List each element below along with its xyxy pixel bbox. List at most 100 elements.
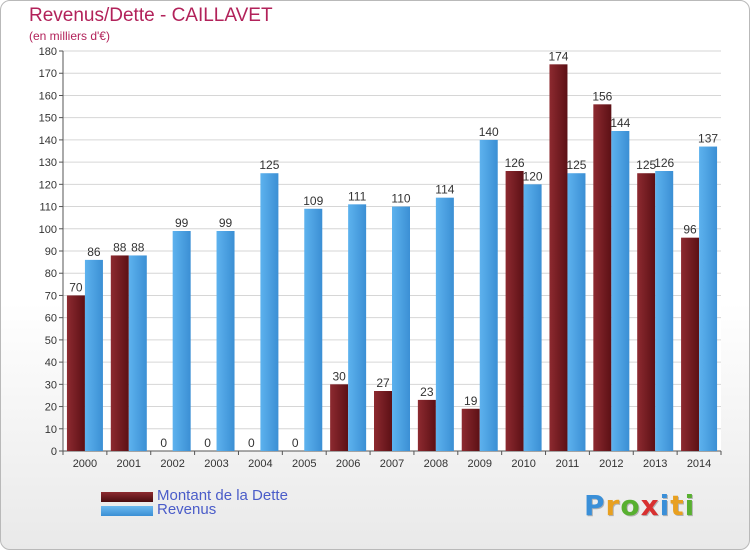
y-tick-label: 110 <box>39 202 57 214</box>
y-tick-label: 100 <box>39 224 57 236</box>
y-tick-label: 150 <box>39 113 57 125</box>
bar-revenus <box>435 197 454 451</box>
data-label-revenus: 137 <box>698 132 718 146</box>
x-tick-label: 2003 <box>204 458 228 470</box>
bar-dette <box>461 408 480 451</box>
x-tick-label: 2008 <box>424 458 448 470</box>
data-label-revenus: 114 <box>435 183 454 197</box>
y-tick-label: 50 <box>45 335 57 347</box>
x-tick-label: 2012 <box>599 458 623 470</box>
x-tick-label: 2009 <box>467 458 491 470</box>
logo-letter: t <box>670 489 685 522</box>
bar-revenus <box>611 131 630 451</box>
x-tick-label: 2000 <box>73 458 97 470</box>
data-label-revenus: 86 <box>87 245 101 259</box>
data-label-revenus: 126 <box>654 156 674 170</box>
bar-dette <box>417 399 436 451</box>
logo-letter: i <box>659 489 671 522</box>
bar-dette <box>66 295 85 451</box>
x-tick-label: 2004 <box>248 458 272 470</box>
x-tick-label: 2005 <box>292 458 316 470</box>
bar-dette <box>593 104 612 451</box>
legend-swatch-revenus <box>101 506 153 516</box>
chart-title: Revenus/Dette - CAILLAVET <box>29 5 273 26</box>
bar-revenus <box>348 204 367 451</box>
bar-revenus <box>655 171 674 451</box>
x-tick-label: 2007 <box>380 458 404 470</box>
data-label-revenus: 125 <box>566 158 586 172</box>
y-tick-label: 0 <box>51 446 57 458</box>
x-tick-label: 2006 <box>336 458 360 470</box>
data-label-revenus: 109 <box>303 194 323 208</box>
x-tick-label: 2011 <box>556 458 580 470</box>
data-label-dette: 0 <box>204 436 211 450</box>
x-tick-label: 2001 <box>117 458 141 470</box>
bar-revenus <box>699 146 718 452</box>
legend-label-dette: Montant de la Dette <box>157 487 288 504</box>
y-tick-label: 40 <box>45 357 57 369</box>
data-label-dette: 0 <box>160 436 167 450</box>
data-label-dette: 174 <box>548 49 568 63</box>
y-tick-label: 160 <box>39 90 57 102</box>
data-label-revenus: 140 <box>479 125 499 139</box>
data-label-dette: 88 <box>113 240 127 254</box>
data-label-revenus: 99 <box>175 216 189 230</box>
data-label-revenus: 111 <box>348 189 367 203</box>
data-label-dette: 96 <box>683 223 697 237</box>
bar-dette <box>330 384 349 451</box>
bar-dette <box>681 237 700 451</box>
bar-revenus <box>260 173 279 451</box>
data-label-dette: 0 <box>248 436 255 450</box>
proxiti-logo: Proxiti <box>584 489 695 522</box>
data-label-dette: 27 <box>376 376 390 390</box>
y-tick-label: 90 <box>45 246 57 258</box>
x-tick-label: 2002 <box>160 458 184 470</box>
data-label-revenus: 144 <box>610 116 630 130</box>
bar-revenus <box>392 206 410 451</box>
data-label-revenus: 99 <box>219 216 233 230</box>
y-tick-label: 60 <box>45 313 57 325</box>
y-tick-label: 10 <box>45 424 57 436</box>
bar-dette <box>374 391 392 451</box>
logo-letter: r <box>605 489 621 522</box>
y-tick-label: 140 <box>39 135 57 147</box>
bar-dette <box>505 171 524 451</box>
y-tick-label: 30 <box>45 379 57 391</box>
bar-dette <box>637 173 656 451</box>
y-tick-label: 80 <box>45 268 57 280</box>
bar-dette <box>549 64 568 452</box>
data-label-dette: 19 <box>464 394 478 408</box>
logo-letter: x <box>640 489 660 522</box>
bar-revenus <box>84 259 103 451</box>
logo-letter: i <box>684 489 696 522</box>
x-tick-label: 2014 <box>687 458 711 470</box>
y-tick-label: 130 <box>39 157 57 169</box>
y-tick-label: 120 <box>39 179 57 191</box>
bar-revenus <box>128 255 147 451</box>
bar-revenus <box>479 139 498 451</box>
x-tick-label: 2013 <box>643 458 667 470</box>
data-label-revenus: 125 <box>259 158 279 172</box>
data-label-dette: 0 <box>292 436 299 450</box>
chart-subtitle: (en milliers d'€) <box>29 29 110 43</box>
data-label-dette: 156 <box>592 89 612 103</box>
y-tick-label: 70 <box>45 290 57 302</box>
data-label-revenus: 88 <box>131 240 145 254</box>
x-tick-label: 2010 <box>511 458 535 470</box>
data-label-revenus: 110 <box>391 192 410 206</box>
logo-letter: o <box>620 489 641 522</box>
data-label-dette: 30 <box>332 369 346 383</box>
bar-revenus <box>216 231 235 451</box>
bar-revenus <box>567 173 586 451</box>
data-label-revenus: 120 <box>523 169 543 183</box>
data-label-dette: 70 <box>69 280 83 294</box>
data-label-dette: 125 <box>636 158 656 172</box>
bar-revenus <box>523 184 542 452</box>
bar-revenus <box>172 231 191 451</box>
legend-swatch-dette <box>101 492 153 502</box>
logo-letter: P <box>584 489 606 522</box>
legend-label-revenus: Revenus <box>157 501 217 518</box>
y-tick-label: 170 <box>39 68 57 80</box>
